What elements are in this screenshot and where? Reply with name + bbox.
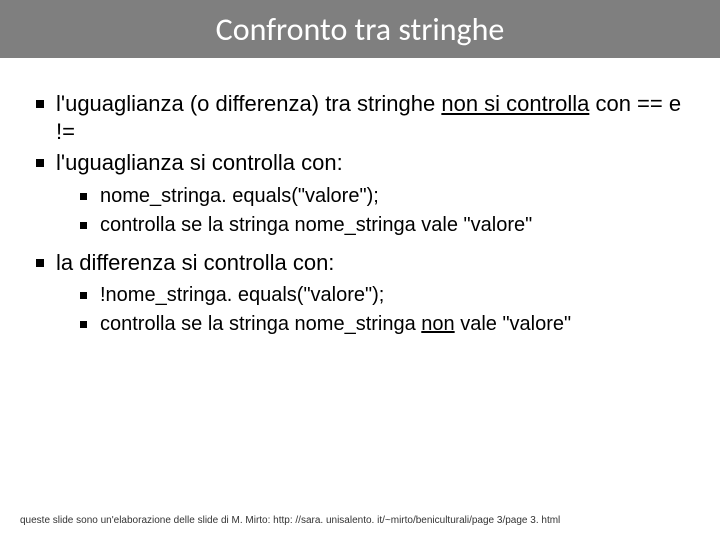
footer-text: queste slide sono un'elaborazione delle … — [20, 515, 700, 526]
bullet-3-sub1: !nome_stringa. equals("valore"); — [74, 282, 690, 309]
title-bar: Confronto tra stringhe — [0, 0, 720, 58]
bullet-3: la differenza si controlla con: !nome_st… — [30, 249, 690, 339]
bullet-2: l'uguaglianza si controlla con: nome_str… — [30, 149, 690, 239]
bullet-3-text: la differenza si controlla con: — [56, 250, 334, 275]
slide-title: Confronto tra stringhe — [216, 10, 505, 49]
bullet-2-sublist: nome_stringa. equals("valore"); controll… — [56, 183, 690, 239]
bullet-2-sub2: controlla se la stringa nome_stringa val… — [74, 212, 690, 239]
bullet-1-underline: non si controlla — [441, 91, 589, 116]
bullet-2-text: l'uguaglianza si controlla con: — [56, 150, 343, 175]
bullet-3-sub2-underline: non — [421, 313, 454, 335]
bullet-1: l'uguaglianza (o differenza) tra stringh… — [30, 90, 690, 145]
bullet-2-sub1: nome_stringa. equals("valore"); — [74, 183, 690, 210]
bullet-3-sub2-post: vale "valore" — [455, 313, 571, 335]
bullet-list: l'uguaglianza (o differenza) tra stringh… — [30, 90, 690, 338]
bullet-3-sublist: !nome_stringa. equals("valore"); control… — [56, 282, 690, 338]
slide-content: l'uguaglianza (o differenza) tra stringh… — [0, 58, 720, 338]
bullet-1-pre: l'uguaglianza (o differenza) tra stringh… — [56, 91, 441, 116]
bullet-3-sub2-pre: controlla se la stringa nome_stringa — [100, 313, 421, 335]
bullet-3-sub2: controlla se la stringa nome_stringa non… — [74, 311, 690, 338]
